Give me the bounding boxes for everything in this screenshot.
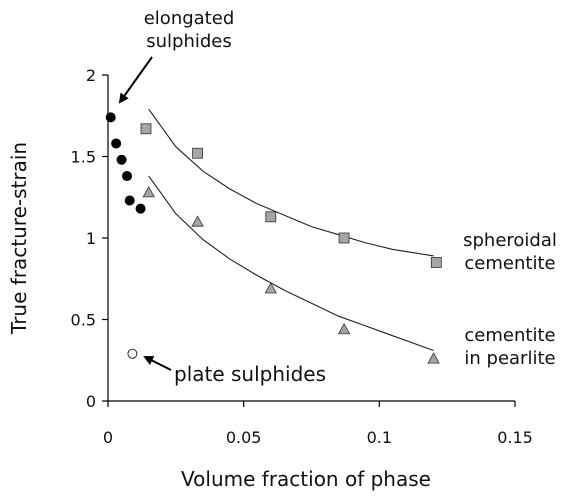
y-axis-label: True fracture-strain: [7, 142, 31, 335]
y-tick-label: 1.5: [71, 148, 96, 167]
elongated-sulphides-label-line1: elongated: [144, 8, 235, 29]
y-tick-label: 0.5: [71, 311, 96, 330]
fit-curve-2: [148, 175, 434, 352]
square-point: [338, 232, 350, 244]
data-points: [105, 112, 442, 364]
square-point: [265, 211, 277, 223]
x-tick-label: 0: [103, 428, 113, 447]
filled-circle-point: [135, 203, 146, 214]
filled-circle-point: [116, 154, 127, 165]
axes: 0 0.5 1 1.5 2 0 0.05 0.1 0.15: [71, 66, 533, 447]
triangle-point: [191, 215, 204, 227]
triangle-point: [427, 352, 440, 364]
square-point: [140, 123, 152, 135]
x-tick-label: 0.1: [367, 428, 392, 447]
cementite-in-pearlite-label-line2: in pearlite: [464, 348, 555, 369]
plate-sulphides-label: plate sulphides: [174, 362, 326, 386]
x-tick-label: 0.05: [226, 428, 262, 447]
y-tick-label: 1: [86, 229, 96, 248]
elongated-sulphides-label-line2: sulphides: [146, 31, 232, 52]
spheroidal-cementite-label-line2: cementite: [464, 253, 555, 274]
filled-circle-point: [121, 171, 132, 182]
filled-circle-point: [124, 195, 135, 206]
y-tick-label: 0: [86, 392, 96, 411]
square-point: [192, 147, 203, 159]
filled-circle-point: [111, 138, 122, 149]
plate-sulphides-arrow: [143, 356, 172, 371]
fit-curve-1: [148, 108, 434, 257]
square-point: [430, 257, 442, 268]
elongated-sulphides-arrow: [118, 56, 153, 104]
spheroidal-cementite-label-line1: spheroidal: [463, 230, 557, 251]
x-tick-label: 0.15: [497, 428, 533, 447]
triangle-point: [142, 186, 155, 198]
x-axis-label: Volume fraction of phase: [181, 467, 431, 491]
cementite-in-pearlite-label-line1: cementite: [464, 325, 555, 346]
filled-circle-point: [105, 112, 116, 123]
y-tick-label: 2: [86, 66, 96, 85]
open-circle-point: [127, 348, 138, 359]
fit-curves: [148, 108, 434, 352]
triangle-point: [337, 322, 351, 335]
triangle-point: [264, 282, 277, 294]
